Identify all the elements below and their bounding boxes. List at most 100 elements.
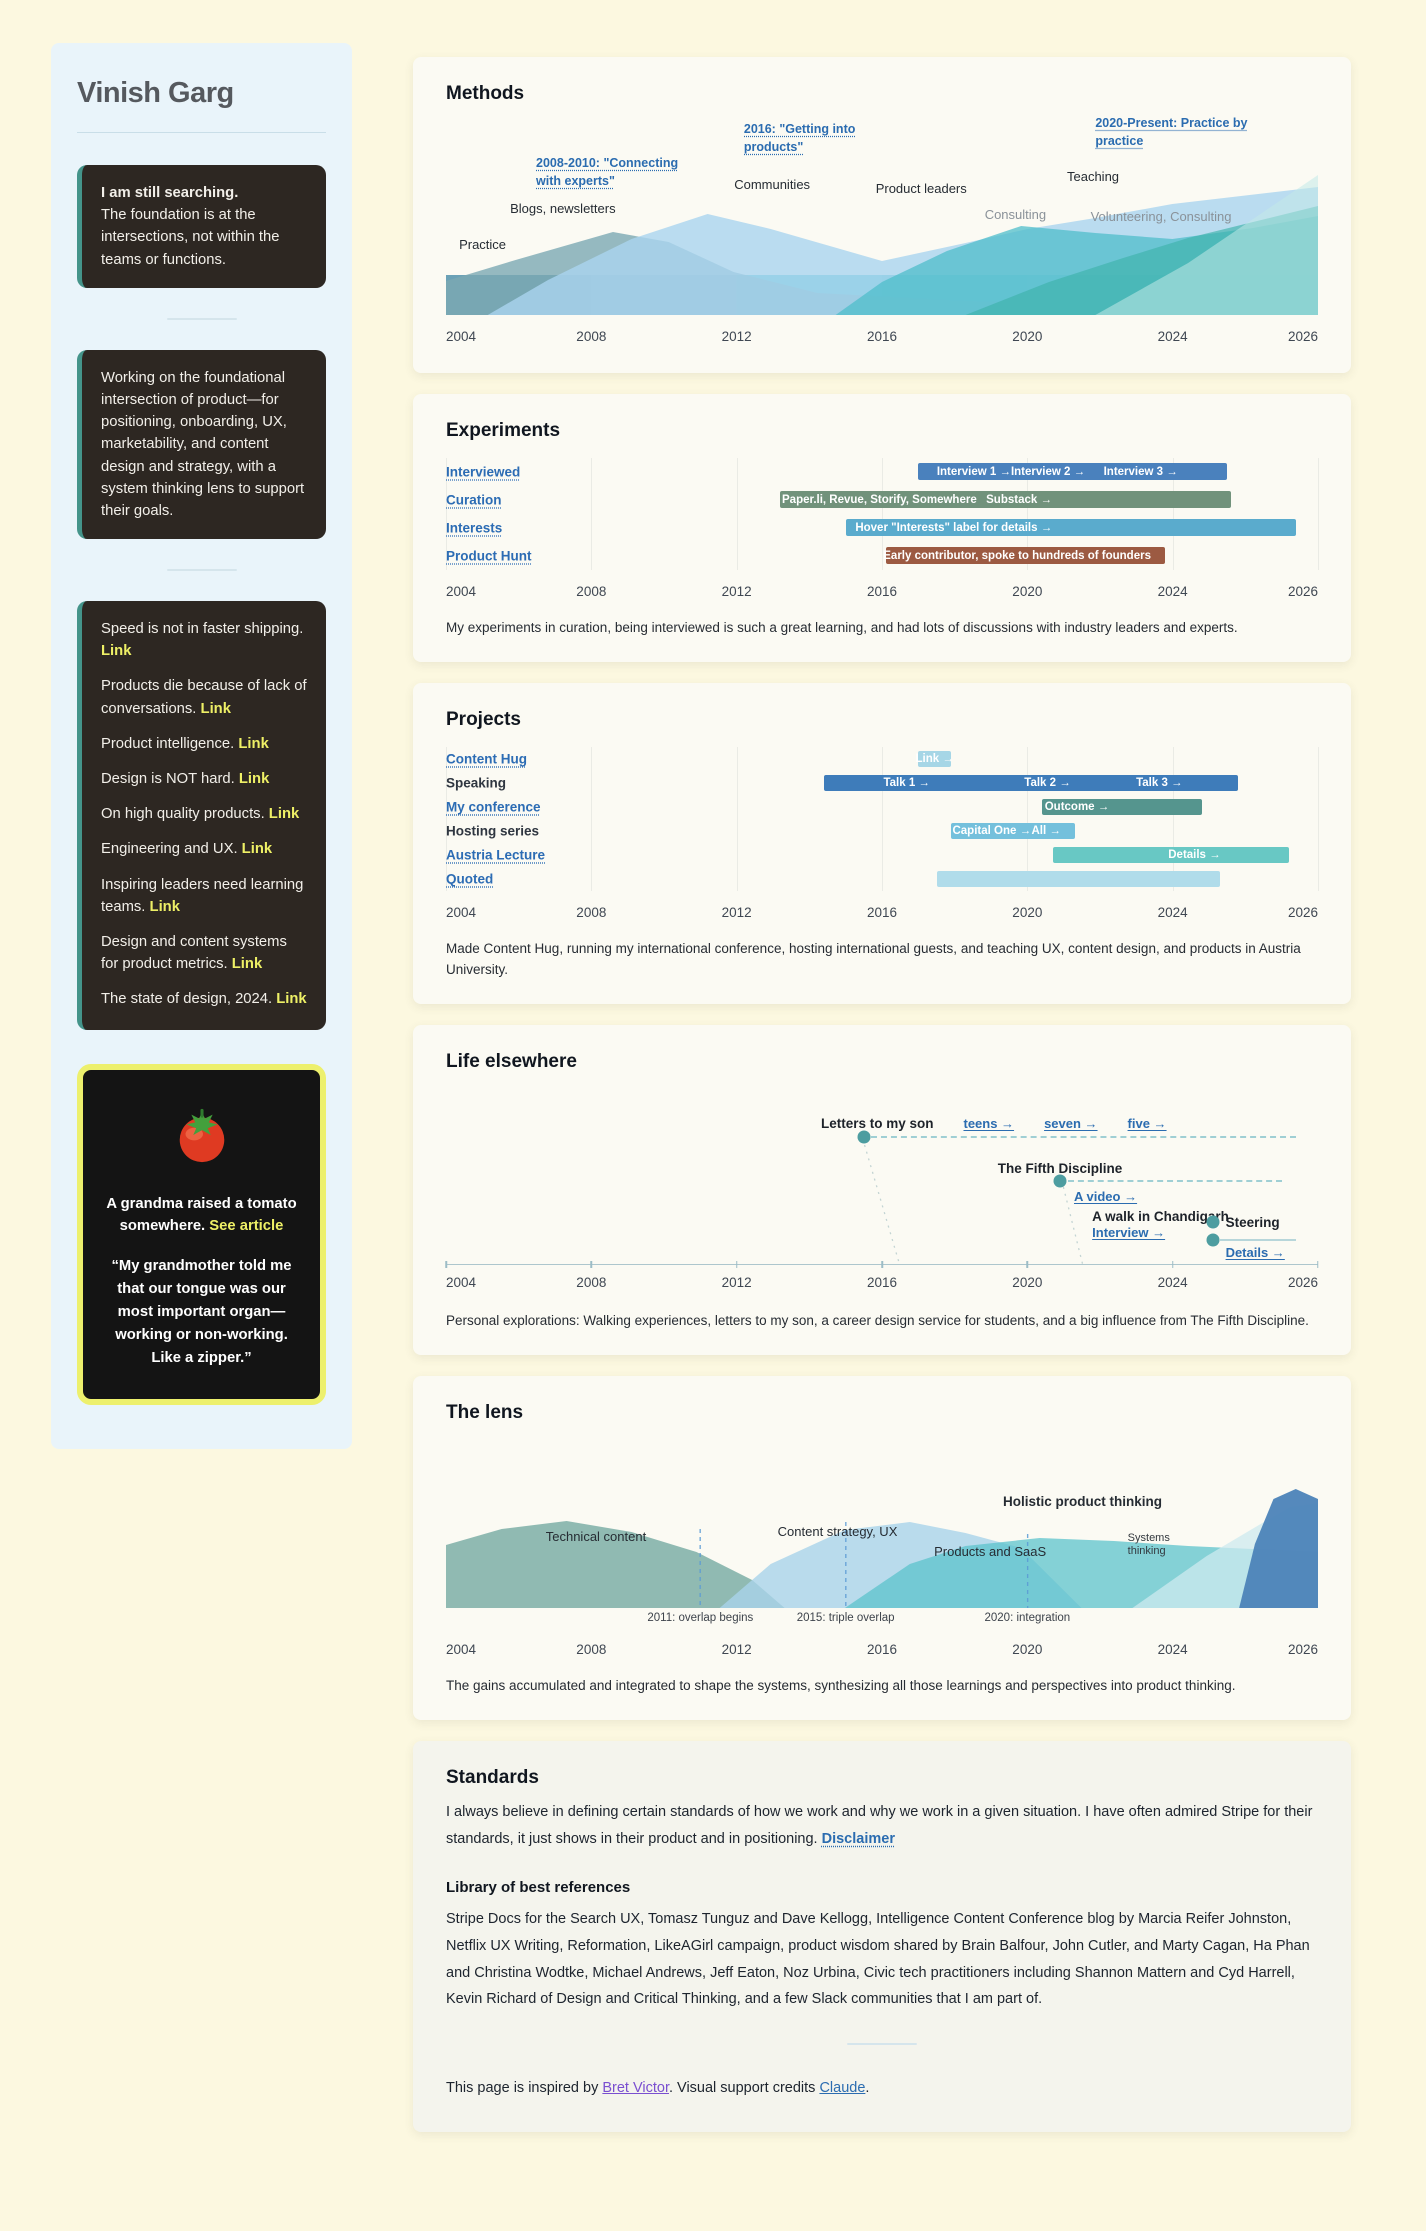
milestone-2020: 2020: integration: [984, 1612, 1071, 1624]
sidebar-item-link[interactable]: Link: [276, 991, 307, 1008]
sidebar-list-item: Product intelligence. Link: [101, 733, 307, 755]
gridline: [1027, 747, 1029, 892]
axis-year-2026: 2026: [1287, 329, 1318, 344]
bar-label-capital-one[interactable]: Capital One →: [952, 825, 1032, 838]
timeline-bar-interests[interactable]: Hover "Interests" label for details →: [845, 519, 1297, 536]
letters-link-five[interactable]: five →: [1127, 1115, 1167, 1131]
disclaimer-link[interactable]: Disclaimer: [821, 1831, 895, 1848]
intro-card-body: The foundation is at the intersections, …: [101, 207, 280, 268]
gridline: [591, 458, 593, 570]
axis-year-2008: 2008: [576, 1642, 607, 1657]
mini-divider: [166, 569, 237, 572]
a-video-link[interactable]: A video →: [1073, 1188, 1138, 1204]
row-label-my-conference[interactable]: My conference: [446, 799, 541, 815]
axis-year-2016: 2016: [866, 1274, 898, 1290]
bar-label-substack[interactable]: Substack →: [986, 493, 1052, 506]
bar-label-paper-li-revue-storify-somewhere[interactable]: Paper.li, Revue, Storify, Somewhere: [782, 493, 977, 506]
sidebar-item-link[interactable]: Link: [241, 841, 273, 858]
row-label-interviewed[interactable]: Interviewed: [446, 464, 521, 480]
timeline-bar-interviewed[interactable]: Interview 1 → Interview 2 → Interview 3 →: [918, 463, 1228, 480]
life-elsewhere-card: Life elsewhere 2004 2008 2012 2016 2020 2024 2…: [413, 1024, 1351, 1355]
bar-label-talk-3[interactable]: Talk 3 →: [1136, 777, 1183, 790]
timeline-bar-content-hug[interactable]: Link →: [915, 751, 954, 768]
gridline: [591, 747, 593, 892]
gridline: [882, 747, 883, 892]
axis-year-2024: 2024: [1157, 1274, 1188, 1290]
fifth-discipline-dash-line: [1067, 1179, 1282, 1182]
timeline-bar-austria-lecture[interactable]: Details →: [1052, 847, 1289, 864]
sidebar-list-item: The state of design, 2024. Link: [101, 988, 307, 1010]
sidebar-item-link[interactable]: Link: [268, 806, 300, 823]
chart-link-2016-getting-into-products[interactable]: 2016: "Getting into products": [743, 122, 856, 154]
see-article-link[interactable]: See article: [209, 1217, 284, 1234]
gridline: [736, 747, 738, 892]
sidebar-item-link[interactable]: Link: [238, 735, 269, 752]
sidebar-list-item-text: On high quality products.: [101, 806, 269, 823]
sidebar-item-link[interactable]: Link: [231, 956, 263, 973]
timeline-row-my-conference: My conference Outcome →: [446, 795, 1318, 819]
gridline: [736, 458, 738, 570]
row-label-austria-lecture[interactable]: Austria Lecture: [446, 847, 546, 863]
bar-label-details[interactable]: Details →: [1168, 849, 1221, 862]
experiments-axis: 2004 2008 2012 2016 2020 2024 2026: [446, 584, 1318, 604]
row-label-quoted[interactable]: Quoted: [446, 871, 494, 887]
row-label-hosting-series: Hosting series: [446, 823, 540, 839]
bar-label-interview-3[interactable]: Interview 3 →: [1103, 465, 1178, 478]
timeline-bar-my-conference[interactable]: Outcome →: [1041, 799, 1202, 816]
interview-link[interactable]: Interview →: [1092, 1224, 1166, 1240]
projects-axis: 2004 2008 2012 2016 2020 2024 2026: [446, 905, 1318, 925]
bar-label-talk-2[interactable]: Talk 2 →: [1024, 777, 1071, 790]
sidebar-list-item-text: Products die because of lack of conversa…: [101, 678, 307, 717]
row-label-content-hug[interactable]: Content Hug: [446, 751, 527, 767]
chart-label-products-and-saas: Products and SaaS: [934, 1543, 1047, 1559]
chart-link-2008-2010-connecting-with-experts[interactable]: 2008-2010: "Connecting with experts": [536, 156, 679, 188]
tomato-image: [171, 1108, 233, 1170]
details-link[interactable]: Details →: [1225, 1244, 1285, 1260]
chart-link-2020-present-practice-by-practice[interactable]: 2020-Present: Practice by practice: [1095, 116, 1248, 148]
axis-year-2024: 2024: [1157, 329, 1188, 344]
methods-card: Methods Practice Blogs, newsletters 2008-2…: [413, 57, 1351, 373]
bar-label-talk-1[interactable]: Talk 1 →: [883, 777, 930, 790]
gridline: [1172, 458, 1174, 570]
bar-label-hover-interests-label-for-details[interactable]: Hover "Interests" label for details →: [855, 521, 1053, 534]
letters-link-seven[interactable]: seven →: [1044, 1115, 1098, 1131]
sidebar-item-link[interactable]: Link: [238, 771, 270, 787]
letters-link-teens[interactable]: teens →: [963, 1115, 1015, 1131]
axis-year-2024: 2024: [1157, 1642, 1188, 1657]
axis-year-2016: 2016: [866, 1642, 898, 1657]
axis-year-2020: 2020: [1012, 1642, 1043, 1657]
sidebar-item-link[interactable]: Link: [200, 700, 231, 717]
claude-link[interactable]: Claude: [819, 2080, 866, 2097]
bar-label-link[interactable]: Link →: [915, 753, 954, 766]
row-label-interests[interactable]: Interests: [446, 520, 503, 536]
timeline-bar-curation[interactable]: Paper.li, Revue, Storify, Somewhere Subst…: [780, 491, 1231, 508]
timeline-bar-quoted[interactable]: [936, 871, 1220, 888]
timeline-row-product-hunt: Product Hunt Early contributor, spoke to …: [446, 542, 1318, 570]
axis-year-2012: 2012: [721, 1642, 752, 1657]
timeline-row-austria-lecture: Austria Lecture Details →: [446, 843, 1318, 867]
sidebar-item-link[interactable]: Link: [149, 898, 180, 915]
chart-label-communities: Communities: [734, 177, 811, 192]
timeline-bar-hosting-series[interactable]: Capital One → All →: [951, 823, 1075, 840]
life-axis: 2004 2008 2012 2016 2020 2024 2026: [446, 1275, 1318, 1295]
gridline: [1317, 747, 1319, 892]
axis-year-2012: 2012: [721, 1274, 752, 1290]
timeline-bar-product-hunt[interactable]: Early contributor, spoke to hundreds of …: [883, 547, 1166, 564]
bar-label-interview-2[interactable]: Interview 2 →: [1010, 465, 1086, 478]
bar-label-all[interactable]: All →: [1031, 825, 1061, 838]
life-axis-tick-2024: [1171, 1261, 1174, 1269]
sidebar: Vinish Garg I am still searching. The fo…: [51, 43, 352, 1450]
bar-label-outcome[interactable]: Outcome →: [1044, 801, 1110, 814]
lens-caption: The gains accumulated and integrated to …: [446, 1678, 1236, 1693]
sidebar-list-item-text: The state of design, 2024.: [101, 991, 277, 1008]
bar-label-early-contributor-spoke-to-hundreds-of-founders[interactable]: Early contributor, spoke to hundreds of …: [883, 549, 1151, 562]
bret-victor-link[interactable]: Bret Victor: [602, 2080, 669, 2097]
timeline-bar-speaking[interactable]: Talk 1 → Talk 2 → Talk 3 →: [823, 775, 1239, 792]
sidebar-item-link[interactable]: Link: [101, 643, 132, 660]
axis-year-2008: 2008: [576, 1274, 607, 1290]
bar-label-interview-1[interactable]: Interview 1 →: [936, 465, 1011, 478]
row-label-product-hunt[interactable]: Product Hunt: [446, 548, 532, 564]
projects-gridlines: [446, 747, 1319, 892]
row-label-curation[interactable]: Curation: [446, 492, 502, 508]
